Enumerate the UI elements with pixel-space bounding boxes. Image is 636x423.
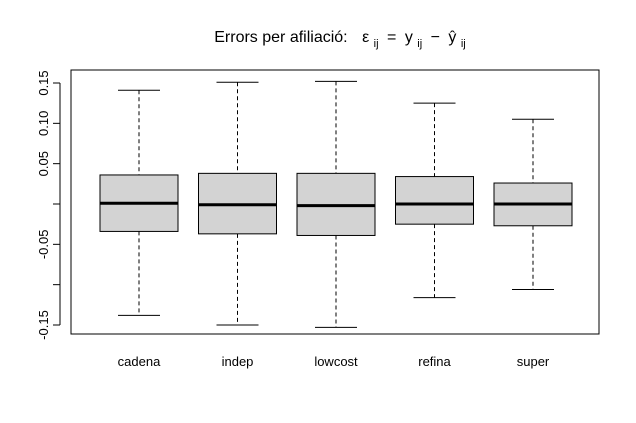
title-sub-2: ij <box>417 38 422 50</box>
box-indep <box>198 81 277 326</box>
y-axis: -0.15 -0.05 0.05 0.10 0.15 <box>36 70 61 340</box>
box-refina <box>395 102 474 299</box>
y-tick-label: -0.05 <box>36 230 51 260</box>
title-y: y <box>405 29 413 46</box>
x-tick-label: refina <box>418 354 451 369</box>
box-lowcost <box>296 80 376 328</box>
title-epsilon: ε <box>362 29 369 46</box>
x-axis-labels: cadena indep lowcost refina super <box>118 354 550 369</box>
x-tick-label: lowcost <box>314 354 358 369</box>
title-sub-1: ij <box>374 38 379 50</box>
x-tick-label: indep <box>222 354 254 369</box>
x-tick-label: cadena <box>118 354 161 369</box>
title-yhat: ŷ <box>448 29 456 46</box>
y-tick-label: -0.15 <box>36 310 51 340</box>
iqr-box <box>395 176 474 225</box>
y-tick-label: 0.10 <box>36 111 51 136</box>
chart-title: Errors per afiliació: ε ij = y ij − ŷ ij <box>214 29 466 51</box>
plot-frame <box>70 69 600 335</box>
box-super <box>493 118 573 291</box>
y-tick-label: 0.05 <box>36 151 51 176</box>
title-prefix: Errors per afiliació: <box>214 29 347 46</box>
title-equals: = <box>387 29 396 46</box>
box-series <box>99 80 573 328</box>
x-tick-label: super <box>517 354 550 369</box>
title-sub-3: ij <box>461 38 466 50</box>
box-cadena <box>99 89 179 316</box>
title-minus: − <box>431 29 440 46</box>
y-tick-label: 0.15 <box>36 70 51 95</box>
